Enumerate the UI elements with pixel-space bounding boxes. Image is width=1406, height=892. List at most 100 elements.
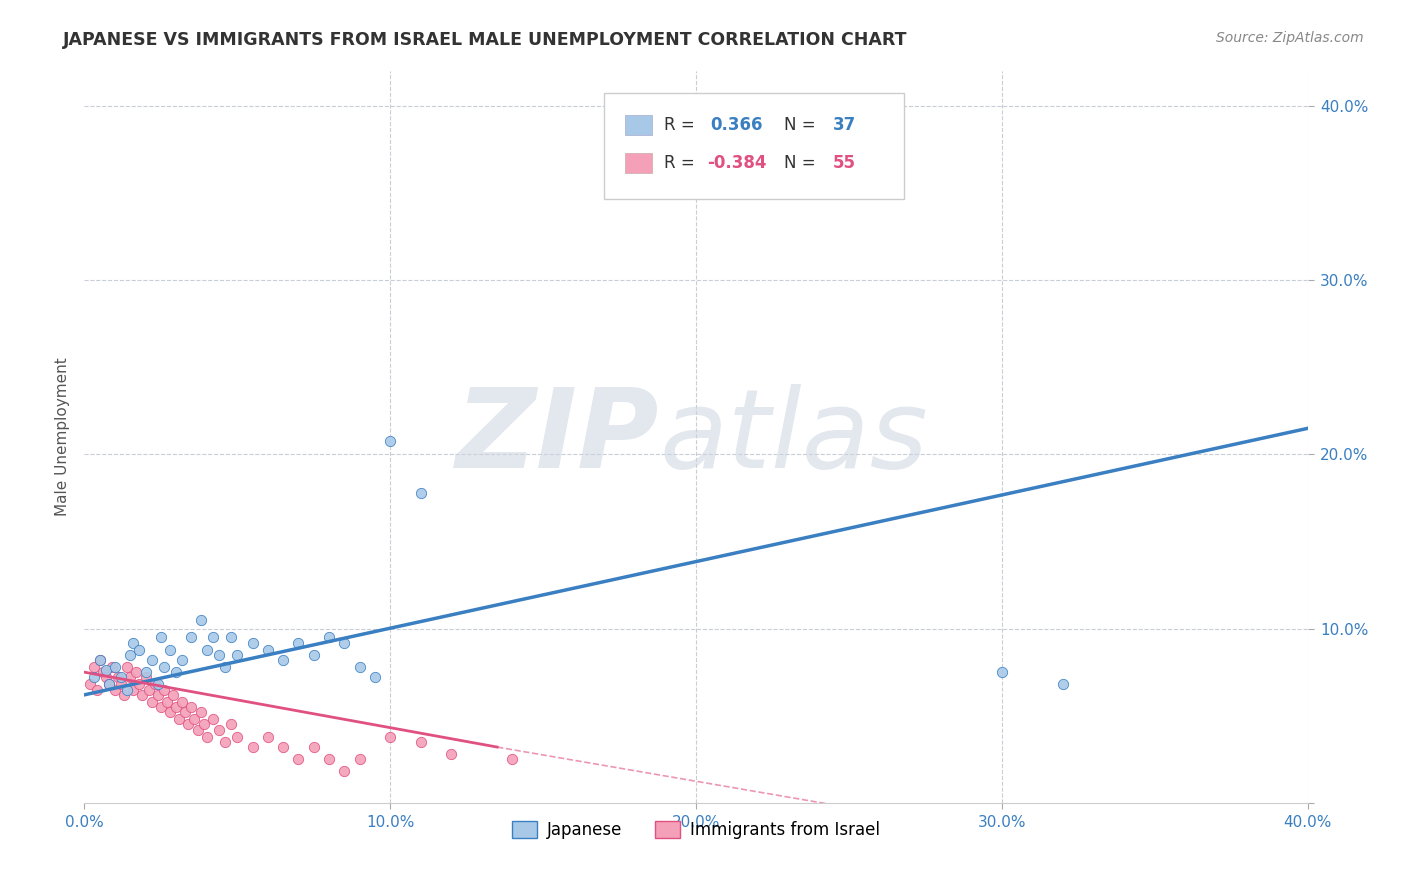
- Text: 0.366: 0.366: [710, 116, 763, 134]
- Point: [271, 653, 294, 667]
- Point: [153, 682, 176, 697]
- Point: [141, 695, 163, 709]
- Y-axis label: Male Unemployment: Male Unemployment: [55, 358, 70, 516]
- Point: [89, 653, 111, 667]
- Bar: [626, 114, 652, 135]
- Point: [83, 660, 105, 674]
- Point: [177, 717, 200, 731]
- FancyBboxPatch shape: [605, 94, 904, 200]
- Point: [186, 723, 208, 737]
- Point: [104, 660, 127, 674]
- Point: [242, 740, 264, 755]
- Point: [79, 677, 101, 691]
- Point: [120, 670, 142, 684]
- Point: [122, 682, 145, 697]
- Point: [201, 631, 224, 645]
- Point: [502, 752, 524, 766]
- Point: [128, 642, 150, 657]
- Point: [271, 740, 294, 755]
- Text: N =: N =: [785, 116, 821, 134]
- Point: [149, 631, 172, 645]
- Point: [165, 665, 187, 680]
- Point: [159, 642, 181, 657]
- Point: [440, 747, 463, 761]
- Point: [131, 688, 153, 702]
- Point: [333, 635, 356, 649]
- Point: [242, 635, 264, 649]
- Point: [135, 665, 157, 680]
- Point: [226, 730, 249, 744]
- Point: [156, 695, 179, 709]
- Point: [174, 705, 197, 719]
- Point: [165, 700, 187, 714]
- Point: [318, 631, 340, 645]
- Point: [183, 712, 205, 726]
- Point: [104, 682, 127, 697]
- Point: [94, 670, 117, 684]
- Legend: Japanese, Immigrants from Israel: Japanese, Immigrants from Israel: [505, 814, 887, 846]
- Point: [226, 648, 249, 662]
- Point: [287, 752, 309, 766]
- Point: [380, 434, 402, 448]
- Point: [172, 653, 194, 667]
- Text: ZIP: ZIP: [456, 384, 659, 491]
- Point: [333, 764, 356, 779]
- Point: [409, 735, 432, 749]
- Bar: [626, 153, 652, 173]
- Point: [208, 648, 231, 662]
- Point: [302, 740, 325, 755]
- Text: Source: ZipAtlas.com: Source: ZipAtlas.com: [1216, 31, 1364, 45]
- Point: [214, 735, 236, 749]
- Text: 37: 37: [832, 116, 856, 134]
- Point: [149, 700, 172, 714]
- Point: [97, 677, 120, 691]
- Point: [208, 723, 231, 737]
- Point: [287, 635, 309, 649]
- Point: [138, 682, 160, 697]
- Point: [349, 660, 371, 674]
- Text: -0.384: -0.384: [707, 153, 766, 172]
- Point: [110, 677, 132, 691]
- Point: [991, 665, 1014, 680]
- Point: [97, 677, 120, 691]
- Point: [91, 665, 114, 680]
- Point: [125, 665, 148, 680]
- Point: [1052, 677, 1074, 691]
- Point: [122, 635, 145, 649]
- Point: [180, 631, 202, 645]
- Point: [120, 648, 142, 662]
- Point: [135, 670, 157, 684]
- Point: [101, 660, 124, 674]
- Point: [107, 670, 129, 684]
- Point: [115, 682, 138, 697]
- Point: [146, 688, 169, 702]
- Point: [86, 682, 108, 697]
- Point: [167, 712, 190, 726]
- Point: [193, 717, 215, 731]
- Point: [180, 700, 202, 714]
- Point: [112, 688, 135, 702]
- Text: N =: N =: [785, 153, 821, 172]
- Point: [364, 670, 387, 684]
- Point: [172, 695, 194, 709]
- Point: [380, 730, 402, 744]
- Point: [201, 712, 224, 726]
- Point: [318, 752, 340, 766]
- Text: R =: R =: [664, 116, 700, 134]
- Point: [195, 730, 218, 744]
- Point: [143, 677, 166, 691]
- Point: [128, 677, 150, 691]
- Point: [302, 648, 325, 662]
- Text: R =: R =: [664, 153, 700, 172]
- Point: [89, 653, 111, 667]
- Point: [219, 717, 242, 731]
- Point: [146, 677, 169, 691]
- Point: [257, 642, 280, 657]
- Point: [195, 642, 218, 657]
- Text: atlas: atlas: [659, 384, 928, 491]
- Point: [153, 660, 176, 674]
- Point: [141, 653, 163, 667]
- Point: [162, 688, 184, 702]
- Point: [257, 730, 280, 744]
- Point: [409, 485, 432, 500]
